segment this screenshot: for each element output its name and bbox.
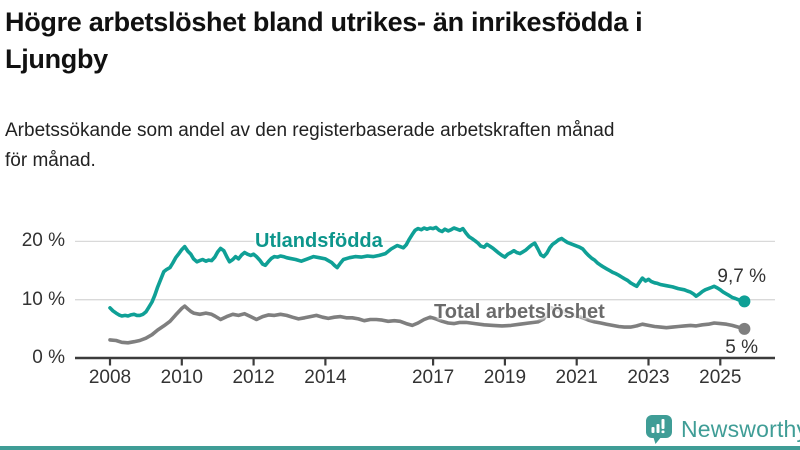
x-axis-tick-label: 2019 bbox=[483, 367, 527, 388]
x-axis-tick-label: 2017 bbox=[411, 367, 455, 388]
x-axis-tick-label: 2021 bbox=[555, 367, 598, 388]
chart-subtitle-line2: för månad. bbox=[5, 150, 96, 171]
series-label-total-arbetsloshet: Total arbetslöshet bbox=[434, 301, 605, 323]
x-axis-tick-label: 2008 bbox=[88, 367, 132, 388]
y-axis-tick-label: 20 % bbox=[21, 230, 65, 252]
footer-accent-bar bbox=[0, 446, 800, 450]
x-axis-tick-label: 2014 bbox=[304, 367, 347, 388]
newsworthy-logo-icon bbox=[646, 415, 672, 444]
x-axis-tick-label: 2012 bbox=[232, 367, 275, 388]
x-axis-tick-label: 2023 bbox=[627, 367, 670, 388]
series-label-utlandsfodda: Utlandsfödda bbox=[255, 230, 383, 252]
end-value-label-utlandsfodda: 9,7 % bbox=[717, 266, 766, 287]
newsworthy-brand-name: Newsworthy bbox=[681, 416, 800, 442]
newsworthy-branding-link[interactable]: Newsworthy bbox=[645, 414, 800, 445]
y-axis-tick-label: 10 % bbox=[21, 288, 65, 310]
x-axis-tick-label: 2025 bbox=[699, 367, 742, 388]
end-value-label-total: 5 % bbox=[725, 337, 758, 358]
chart-subtitle: Arbetssökande som andel av den registerb… bbox=[5, 116, 785, 176]
chart-subtitle-line1: Arbetssökande som andel av den registerb… bbox=[5, 120, 615, 141]
page-title: Högre arbetslöshet bland utrikes- än inr… bbox=[5, 4, 795, 78]
x-axis-tick-label: 2010 bbox=[160, 367, 203, 388]
y-axis-tick-label: 0 % bbox=[32, 347, 65, 368]
page-title-line1: Högre arbetslöshet bland utrikes- än inr… bbox=[5, 7, 643, 37]
page-title-line2: Ljungby bbox=[5, 44, 108, 74]
